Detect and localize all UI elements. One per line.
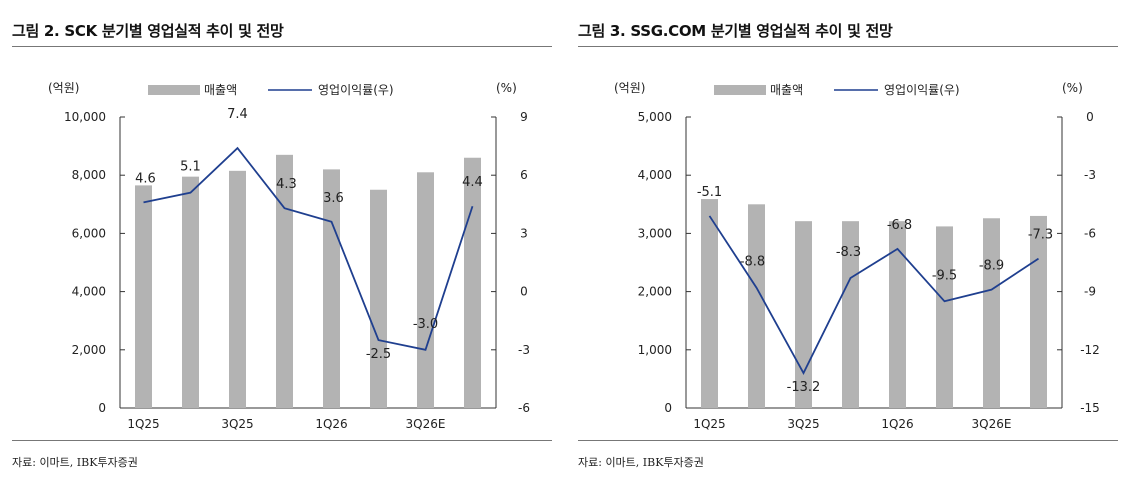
right-tick-label: -12 xyxy=(1080,343,1100,357)
left-tick-label: 1,000 xyxy=(638,343,672,357)
legend-line-label: 영업이익률(우) xyxy=(318,83,394,97)
right-tick-label: -6 xyxy=(518,401,530,415)
chart-title: 그림 3. SSG.COM 분기별 영업실적 추이 및 전망 xyxy=(578,22,893,40)
data-label: -8.3 xyxy=(836,245,861,260)
data-label: -8.8 xyxy=(740,255,765,270)
legend-bar-label: 매출액 xyxy=(770,83,803,97)
left-tick-label: 5,000 xyxy=(638,110,672,124)
data-label: -9.5 xyxy=(932,268,957,283)
legend-line-label: 영업이익률(우) xyxy=(884,83,960,97)
data-label: 4.6 xyxy=(135,171,156,186)
legend-bar-label: 매출액 xyxy=(204,83,237,97)
right-axis-unit: (%) xyxy=(1062,81,1083,95)
x-tick-label: 1Q26 xyxy=(315,417,347,430)
source-note: 자료: 이마트, IBK투자증권 xyxy=(578,456,704,469)
bar-mark xyxy=(464,157,481,408)
left-tick-label: 0 xyxy=(98,401,106,415)
data-label: 4.3 xyxy=(276,177,297,192)
source-note: 자료: 이마트, IBK투자증권 xyxy=(12,456,138,469)
left-tick-label: 0 xyxy=(664,401,672,415)
bar-mark xyxy=(182,176,199,408)
right-tick-label: -9 xyxy=(1084,285,1096,299)
bar-mark xyxy=(1030,215,1047,408)
x-tick-label: 1Q25 xyxy=(127,417,159,430)
bar-mark xyxy=(370,189,387,408)
chart-panel-ssgcom: 그림 3. SSG.COM 분기별 영업실적 추이 및 전망 (억원) (%) 매출… xyxy=(578,0,1130,485)
x-tick-label: 1Q26 xyxy=(881,417,913,430)
bar-mark xyxy=(795,221,812,408)
data-label: -2.5 xyxy=(366,347,391,362)
right-tick-label: 3 xyxy=(520,226,528,240)
left-tick-label: 2,000 xyxy=(638,285,672,299)
legend-bar-swatch xyxy=(714,85,766,95)
x-tick-label: 3Q26E xyxy=(972,417,1012,430)
x-tick-label: 1Q25 xyxy=(693,417,725,430)
bar-mark xyxy=(748,204,765,408)
right-tick-label: 0 xyxy=(520,285,528,299)
title-divider xyxy=(12,46,552,47)
bar-mark xyxy=(323,169,340,408)
margin-line xyxy=(143,146,474,351)
chart-panel-sck: 그림 2. SCK 분기별 영업실적 추이 및 전망 (억원) (%) 매출액 영업이… xyxy=(12,0,564,485)
legend-bar-swatch xyxy=(148,85,200,95)
data-label: -13.2 xyxy=(787,380,821,395)
data-label: 5.1 xyxy=(180,160,201,175)
bottom-divider xyxy=(12,440,552,441)
left-tick-label: 4,000 xyxy=(638,168,672,182)
right-axis-unit: (%) xyxy=(496,81,517,95)
right-tick-label: 9 xyxy=(520,110,528,124)
x-tick-label: 3Q25 xyxy=(787,417,819,430)
data-label: -7.3 xyxy=(1028,228,1053,243)
title-divider xyxy=(578,46,1118,47)
bar-mark xyxy=(983,218,1000,408)
right-tick-label: 0 xyxy=(1086,110,1094,124)
right-tick-label: -6 xyxy=(1084,226,1096,240)
right-tick-label: -15 xyxy=(1080,401,1100,415)
ssgcom-combo-chart: (억원) (%) 매출액 영업이익률(우) 5,000 4,000 3,000 2,000 1,… xyxy=(614,81,1100,430)
bottom-divider xyxy=(578,440,1118,441)
data-label: -5.1 xyxy=(697,185,722,200)
data-label: 3.6 xyxy=(323,191,344,206)
data-label: 4.4 xyxy=(462,175,483,190)
left-tick-label: 6,000 xyxy=(72,226,106,240)
x-tick-label: 3Q25 xyxy=(221,417,253,430)
data-label: 7.4 xyxy=(227,107,248,122)
bar-mark xyxy=(417,172,434,408)
left-axis-unit: (억원) xyxy=(614,81,645,95)
bar-mark xyxy=(276,154,293,408)
left-tick-label: 10,000 xyxy=(64,110,106,124)
margin-line xyxy=(708,215,1039,376)
data-label: -8.9 xyxy=(979,259,1004,274)
left-tick-label: 4,000 xyxy=(72,285,106,299)
bar-mark xyxy=(135,185,152,408)
chart-title: 그림 2. SCK 분기별 영업실적 추이 및 전망 xyxy=(12,22,284,40)
x-tick-label: 3Q26E xyxy=(406,417,446,430)
sck-combo-chart: (억원) (%) 매출액 영업이익률(우) 10,000 8,000 6,000 4,000 2… xyxy=(48,81,530,430)
bar-mark xyxy=(701,199,718,408)
left-axis-unit: (억원) xyxy=(48,81,79,95)
right-tick-label: 6 xyxy=(520,168,528,182)
left-tick-label: 8,000 xyxy=(72,168,106,182)
data-label: -3.0 xyxy=(413,317,438,332)
bar-mark xyxy=(936,226,953,408)
right-tick-label: -3 xyxy=(1084,168,1096,182)
bar-mark xyxy=(842,221,859,408)
right-tick-label: -3 xyxy=(518,343,530,357)
left-tick-label: 2,000 xyxy=(72,343,106,357)
left-tick-label: 3,000 xyxy=(638,226,672,240)
bar-mark xyxy=(229,170,246,408)
bar-mark xyxy=(889,221,906,408)
data-label: -6.8 xyxy=(887,218,912,233)
